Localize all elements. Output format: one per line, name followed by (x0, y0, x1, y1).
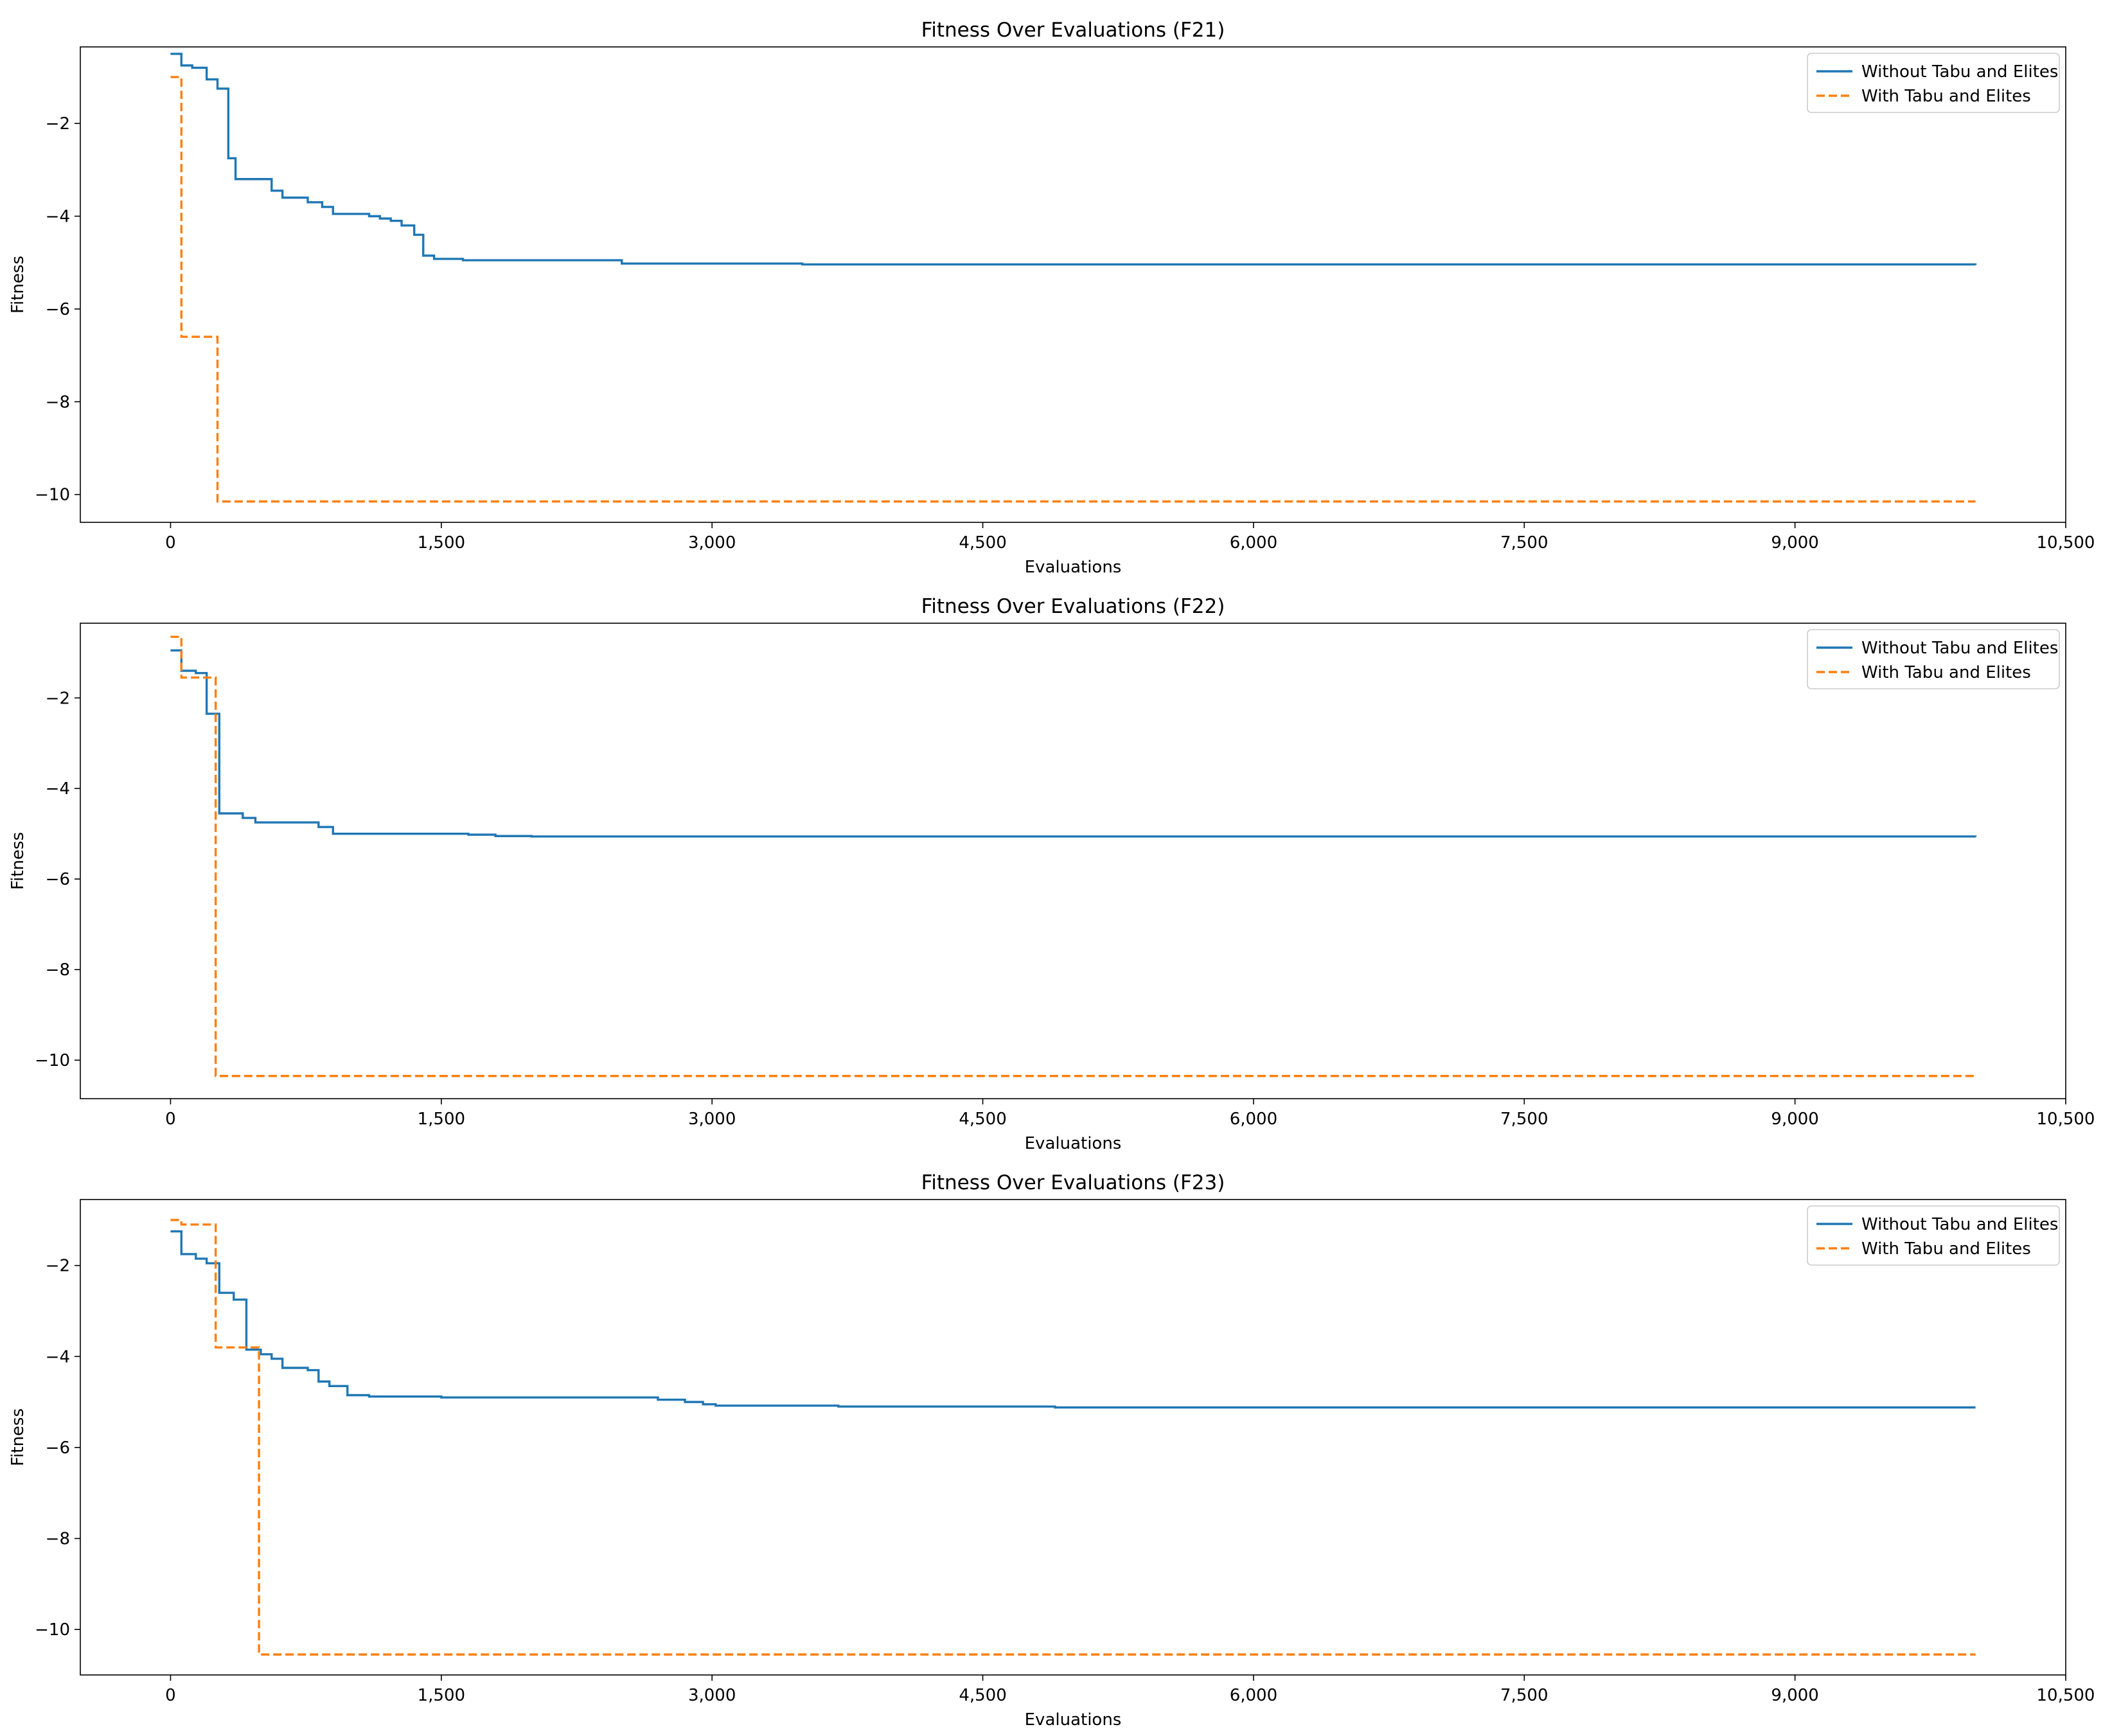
legend-label: With Tabu and Elites (1861, 663, 2031, 682)
x-tick-label: 0 (165, 533, 176, 553)
x-axis: 0 1,500 3,000 4,500 6,000 7,500 9,000 10,500 Eva… (165, 1675, 2095, 1730)
legend-box (1807, 629, 2060, 689)
y-tick-label: −10 (35, 1051, 70, 1070)
y-tick-label: −4 (46, 1347, 70, 1367)
x-tick-label: 4,500 (959, 1686, 1006, 1705)
y-tick-label: −6 (46, 1439, 70, 1458)
x-tick-label: 1,500 (418, 1110, 465, 1129)
x-tick-label: 4,500 (959, 1110, 1006, 1129)
x-tick-label: 7,500 (1500, 1686, 1548, 1705)
x-tick-label: 6,000 (1230, 1686, 1277, 1705)
series-line-1 (170, 53, 1977, 266)
x-tick-label: 10,500 (2037, 1110, 2095, 1129)
x-tick-label: 9,000 (1771, 1686, 1818, 1705)
x-tick-label: 3,000 (688, 1110, 736, 1129)
y-tick-label: −10 (35, 486, 70, 505)
legend: Without Tabu and Elites With Tabu and Eli… (1807, 629, 2060, 689)
y-axis-label: Fitness (8, 1408, 28, 1466)
x-tick-label: 7,500 (1500, 533, 1548, 553)
x-tick-label: 1,500 (418, 1686, 465, 1705)
y-tick-label: −10 (35, 1620, 70, 1640)
x-tick-label: 6,000 (1230, 533, 1277, 553)
x-tick-label: 10,500 (2037, 533, 2095, 553)
y-tick-label: −6 (46, 300, 70, 319)
legend-label: With Tabu and Elites (1861, 87, 2031, 106)
y-axis: −10 −8 −6 −4 −2 Fitness (8, 114, 80, 505)
x-tick-label: 4,500 (959, 533, 1006, 553)
series-line-2 (170, 1219, 1976, 1656)
chart-panel-3: Fitness Over Evaluations (F23) 0 1,500 3,00… (8, 1171, 2095, 1730)
series-line-2 (170, 76, 1976, 503)
x-axis-label: Evaluations (1025, 1710, 1122, 1730)
legend-label: With Tabu and Elites (1861, 1239, 2031, 1259)
legend-box (1807, 53, 2060, 113)
plot-area (80, 1199, 2066, 1676)
x-tick-label: 7,500 (1500, 1110, 1548, 1129)
series-line-1 (170, 1230, 1976, 1409)
x-axis: 0 1,500 3,000 4,500 6,000 7,500 9,000 10,500 Eva… (165, 1099, 2095, 1153)
x-axis-label: Evaluations (1025, 1134, 1122, 1153)
x-tick-label: 10,500 (2037, 1686, 2095, 1705)
y-tick-label: −8 (46, 1530, 70, 1549)
legend-label: Without Tabu and Elites (1861, 62, 2058, 82)
y-tick-label: −8 (46, 961, 70, 980)
x-axis: 0 1,500 3,000 4,500 6,000 7,500 9,000 10,500 Eva… (165, 522, 2095, 577)
chart-panel-1: Fitness Over Evaluations (F21) 0 1,500 3,00… (8, 19, 2095, 577)
x-tick-label: 6,000 (1230, 1110, 1277, 1129)
legend-label: Without Tabu and Elites (1861, 1215, 2058, 1234)
y-tick-label: −2 (46, 1257, 70, 1276)
legend: Without Tabu and Elites With Tabu and Eli… (1807, 1205, 2060, 1266)
chart-title: Fitness Over Evaluations (F22) (921, 595, 1225, 618)
x-tick-label: 3,000 (688, 1686, 736, 1705)
legend-box (1807, 1205, 2060, 1266)
chart-title: Fitness Over Evaluations (F23) (921, 1171, 1225, 1194)
x-tick-label: 0 (165, 1110, 176, 1129)
legend-label: Without Tabu and Elites (1861, 639, 2058, 658)
legend: Without Tabu and Elites With Tabu and Eli… (1807, 53, 2060, 113)
series-line-1 (170, 649, 1977, 838)
x-tick-label: 0 (165, 1686, 176, 1705)
x-tick-label: 9,000 (1771, 1110, 1818, 1129)
y-tick-label: −4 (46, 779, 70, 799)
x-tick-label: 1,500 (418, 533, 465, 553)
series-line-2 (170, 635, 1976, 1077)
x-tick-label: 3,000 (688, 533, 736, 553)
series-group (170, 53, 1977, 503)
series-group (170, 635, 1977, 1077)
y-tick-label: −6 (46, 870, 70, 889)
y-tick-label: −2 (46, 689, 70, 708)
y-axis-label: Fitness (8, 832, 28, 890)
y-tick-label: −2 (46, 114, 70, 134)
chart-title: Fitness Over Evaluations (F21) (921, 19, 1225, 42)
y-tick-label: −8 (46, 393, 70, 412)
y-axis: −10 −8 −6 −4 −2 Fitness (8, 1257, 80, 1640)
x-tick-label: 9,000 (1771, 533, 1818, 553)
y-tick-label: −4 (46, 208, 70, 227)
y-axis-label: Fitness (8, 256, 28, 314)
plot-area (80, 46, 2066, 523)
series-group (170, 1219, 1976, 1656)
y-axis: −10 −8 −6 −4 −2 Fitness (8, 689, 80, 1070)
x-axis-label: Evaluations (1025, 558, 1122, 577)
plot-area (80, 623, 2066, 1099)
chart-panel-2: Fitness Over Evaluations (F22) 0 1,500 3,00… (8, 595, 2095, 1153)
